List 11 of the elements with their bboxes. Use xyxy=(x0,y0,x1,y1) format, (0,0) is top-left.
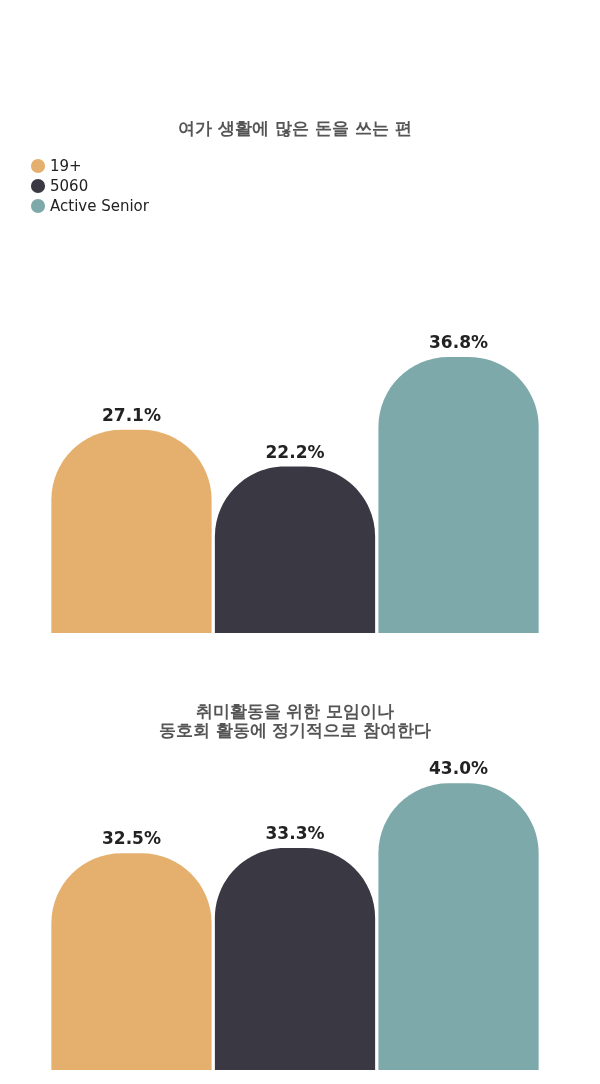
data-label: 32.5% xyxy=(101,828,161,849)
legend-label: 5060 xyxy=(50,177,89,195)
data-label: 43.0% xyxy=(429,758,489,779)
data-label: 22.2% xyxy=(265,441,325,462)
chart-title: 취미활동을 위한 모임이나 동호회 활동에 정기적으로 참여한다 xyxy=(158,701,432,741)
data-label: 33.3% xyxy=(265,823,325,843)
data-label: 27.1% xyxy=(101,404,161,425)
legend-label: Active Senior xyxy=(50,197,150,215)
chart-title: 여가 생활에 많은 돈을 쓰는 편 xyxy=(178,118,412,138)
legend-label: 19+ xyxy=(50,157,82,175)
data-label: 36.8% xyxy=(429,332,489,352)
